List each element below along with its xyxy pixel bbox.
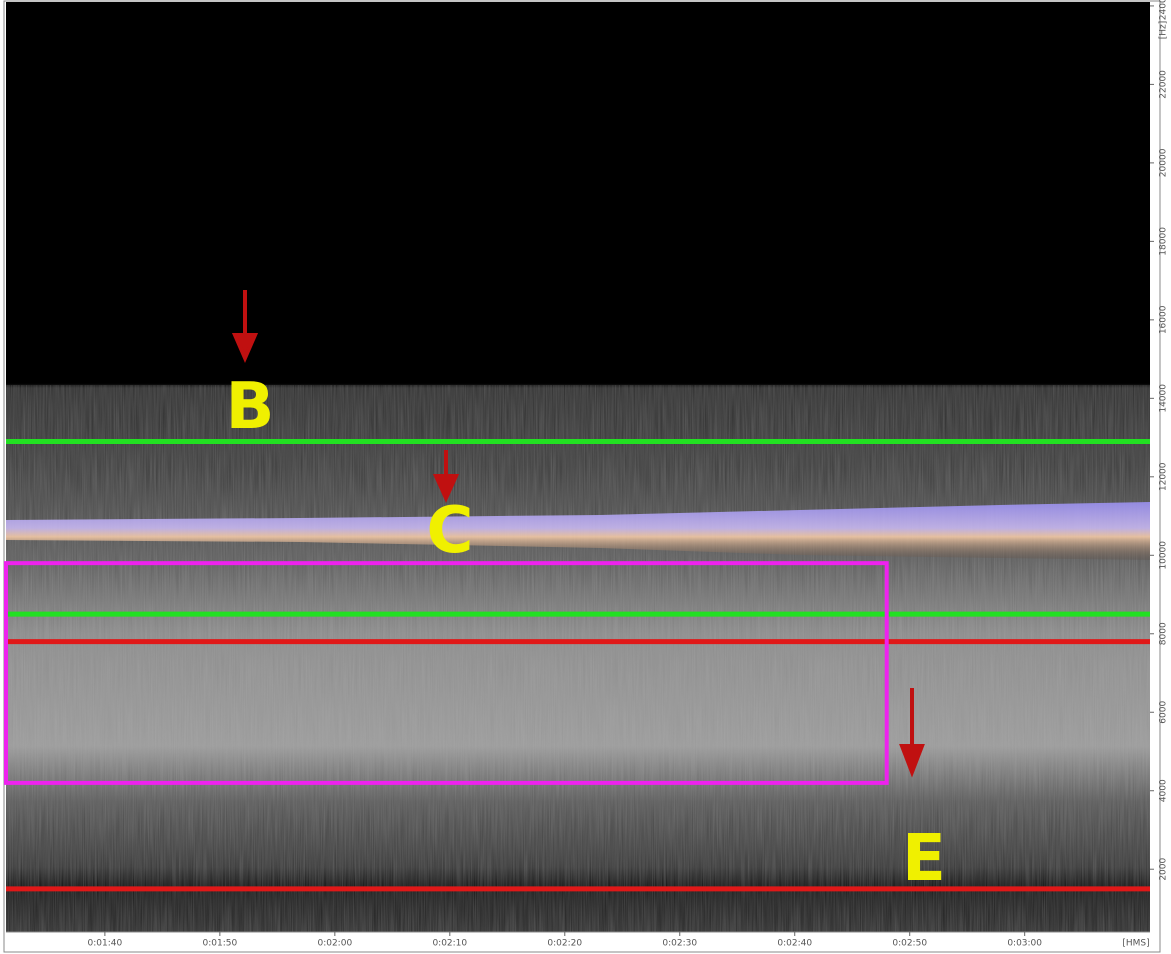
x-tick-label: 0:02:30 [662, 939, 697, 949]
selection-box [4, 561, 889, 785]
x-tick-label: 0:03:00 [1007, 939, 1042, 949]
x-tick-label: 0:02:40 [777, 939, 812, 949]
y-tick-label: 18000 [1159, 227, 1169, 256]
x-tick-label: 0:01:50 [203, 939, 238, 949]
y-tick-label: 8000 [1159, 622, 1169, 645]
spectrogram-noise [6, 385, 1150, 932]
y-tick-label: 12000 [1159, 462, 1169, 491]
x-tick-label: 0:02:00 [317, 939, 352, 949]
y-unit: [Hz] [1159, 21, 1169, 40]
annotation: E [902, 822, 946, 896]
y-tick-label: 2000 [1159, 857, 1169, 880]
y-tick-label: 4000 [1159, 779, 1169, 802]
x-tick-label: 0:02:50 [892, 939, 927, 949]
x-tick-label: 0:02:10 [432, 939, 467, 949]
y-tick-label: 20000 [1159, 148, 1169, 177]
y-tick-label: 22000 [1159, 70, 1169, 99]
y-tick-label: 14000 [1159, 384, 1169, 413]
annotation: B [226, 370, 275, 444]
arrow-head [899, 744, 925, 778]
y-tick-label: 10000 [1159, 541, 1169, 570]
arrow-head [231, 333, 259, 364]
x-tick-label: 0:02:20 [547, 939, 582, 949]
y-tick-label: 16000 [1159, 305, 1169, 334]
x-tick-label: 0:01:40 [88, 939, 123, 949]
signal-band [6, 502, 1150, 560]
annotation: C [427, 494, 474, 568]
y-tick-label: 6000 [1159, 701, 1169, 724]
x-unit: [HMS] [1122, 939, 1149, 949]
arrow-head [432, 474, 460, 503]
y-tick-label: 24000 [1159, 0, 1169, 20]
